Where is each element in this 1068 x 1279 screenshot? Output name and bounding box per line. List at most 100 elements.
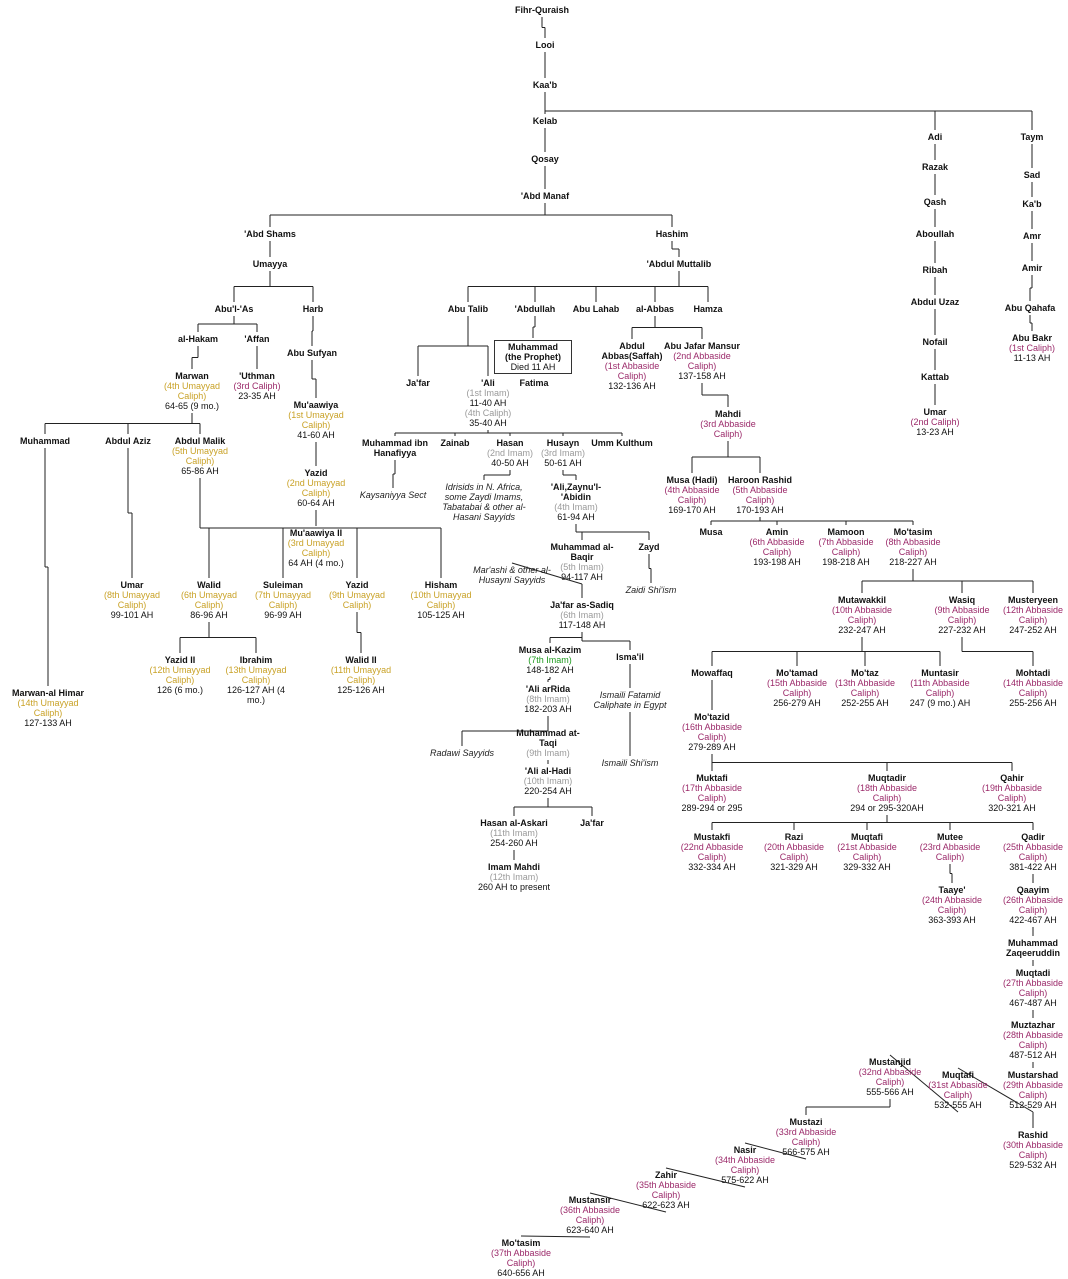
person-node: Musteryeen (12th Abbaside Caliph) 247-252 … xyxy=(994,595,1068,635)
person-node: Looi xyxy=(506,40,584,50)
person-title: (1st Caliph) xyxy=(1008,343,1055,353)
person-name: 'Abd Shams xyxy=(244,229,296,239)
person-node: 'Affan xyxy=(218,334,296,344)
person-node: Ka'b xyxy=(993,199,1068,209)
person-title: (9th Umayyad Caliph) xyxy=(328,590,386,610)
person-name: Muqtadir xyxy=(868,773,906,783)
person-node: Musa al-Kazim (7th Imam) 148-182 AH xyxy=(511,645,589,675)
person-title: (23rd Abbaside Caliph) xyxy=(919,842,981,862)
person-name: Muqtafi xyxy=(942,1070,974,1080)
person-name: Mustakfi xyxy=(693,832,731,842)
person-name: Muqtafi xyxy=(851,832,883,842)
person-name: Mu'aawiya xyxy=(293,400,339,410)
person-title: (24th Abbaside Caliph) xyxy=(921,895,983,915)
person-node: Mustakfi (22nd Abbaside Caliph) 332-334 AH xyxy=(673,832,751,872)
person-name: Mowaffaq xyxy=(691,668,733,678)
person-name: Muhammad ibn Hanafiyya xyxy=(361,438,428,458)
person-node: Zainab xyxy=(416,438,494,448)
person-dates: 363-393 AH xyxy=(928,915,976,925)
person-name: Abdul Malik xyxy=(174,436,226,446)
person-name: Zainab xyxy=(440,438,470,448)
person-name: Qosay xyxy=(531,154,559,164)
person-node: Ismaili Shi'ism xyxy=(580,758,680,768)
person-title: (9th Imam) xyxy=(526,748,570,758)
person-title: (the Prophet) xyxy=(505,352,561,362)
person-node: Mo'tazid (16th Abbaside Caliph) 279-289 AH xyxy=(673,712,751,752)
person-name: Taaye' xyxy=(938,885,966,895)
person-name: Marwan-al Himar xyxy=(11,688,85,698)
person-name: Umayya xyxy=(252,259,288,269)
person-name: Mustarshad xyxy=(1007,1070,1059,1080)
person-dates: 11-13 AH xyxy=(1013,353,1051,363)
person-node: Nofail xyxy=(896,337,974,347)
person-name: Mamoon xyxy=(827,527,865,537)
person-name: Abdul Uzaz xyxy=(910,297,960,307)
person-node: Qadir (25th Abbaside Caliph) 381-422 AH xyxy=(994,832,1068,872)
person-title: (28th Abbaside Caliph) xyxy=(1002,1030,1064,1050)
person-name: Muqtadi xyxy=(1015,968,1051,978)
person-name: Harb xyxy=(302,304,324,314)
person-title: (4th Imam) xyxy=(554,502,598,512)
person-name: Abu Jafar Mansur xyxy=(663,341,741,351)
person-name: Mustazi xyxy=(789,1117,823,1127)
person-node: Mustarshad (29th Abbaside Caliph) 512-529 … xyxy=(994,1070,1068,1110)
person-dates2: 35-40 AH xyxy=(469,418,507,428)
person-name: Hasan al-Askari xyxy=(480,818,548,828)
person-name: Nofail xyxy=(922,337,948,347)
person-dates: 247-252 AH xyxy=(1009,625,1057,635)
person-dates: 220-254 AH xyxy=(524,786,572,796)
person-dates: 555-566 AH xyxy=(866,1087,914,1097)
person-title: (22nd Abbaside Caliph) xyxy=(680,842,744,862)
person-node: Nasir (34th Abbaside Caliph) 575-622 AH xyxy=(706,1145,784,1185)
person-node: Qahir (19th Abbaside Caliph) 320-321 AH xyxy=(973,773,1051,813)
person-title: (8th Abbaside Caliph) xyxy=(885,537,941,557)
person-name: Abu Sufyan xyxy=(286,348,337,358)
person-title: (6th Imam) xyxy=(560,610,604,620)
person-node: Marwan-al Himar (14th Umayyad Caliph) 127-… xyxy=(9,688,87,728)
link xyxy=(520,1235,591,1238)
person-title: (13th Abbaside Caliph) xyxy=(834,678,896,698)
person-title: (2nd Umayyad Caliph) xyxy=(286,478,346,498)
person-title: (13th Umayyad Caliph) xyxy=(225,665,287,685)
person-name: Musa (Hadi) xyxy=(666,475,718,485)
person-dates: 247 (9 mo.) AH xyxy=(909,698,971,708)
person-title: (30th Abbaside Caliph) xyxy=(1002,1140,1064,1160)
person-name: Kattab xyxy=(920,372,949,382)
person-name: Abu'l-'As xyxy=(214,304,254,314)
person-dates: 41-60 AH xyxy=(297,430,335,440)
person-title: (1st Umayyad Caliph) xyxy=(288,410,344,430)
person-name: Nasir xyxy=(733,1145,757,1155)
person-node: Abu Lahab xyxy=(557,304,635,314)
person-node: Radawi Sayyids xyxy=(412,748,512,758)
person-name: Abu Qahafa xyxy=(1004,303,1056,313)
person-title: (14th Umayyad Caliph) xyxy=(17,698,79,718)
person-title: (34th Abbaside Caliph) xyxy=(714,1155,776,1175)
person-title: (1st Abbaside Caliph) xyxy=(604,361,660,381)
person-dates: 137-158 AH xyxy=(678,371,726,381)
link xyxy=(744,1142,807,1160)
person-node: al-Hakam xyxy=(159,334,237,344)
person-dates: 254-260 AH xyxy=(490,838,538,848)
person-name: Ribah xyxy=(922,265,948,275)
person-dates: 127-133 AH xyxy=(24,718,72,728)
person-dates: 94-117 AH xyxy=(561,572,603,582)
person-dates: 126 (6 mo.) xyxy=(156,685,204,695)
person-title: (3rd Umayyad Caliph) xyxy=(287,538,345,558)
person-node: Mu'aawiya II (3rd Umayyad Caliph) 64 AH (4… xyxy=(277,528,355,568)
person-title: (15th Abbaside Caliph) xyxy=(766,678,828,698)
person-title: (11th Abbaside Caliph) xyxy=(910,678,970,698)
person-dates: 575-622 AH xyxy=(721,1175,769,1185)
person-node: Hashim xyxy=(633,229,711,239)
link xyxy=(589,1192,667,1213)
person-node: Muhammad xyxy=(6,436,84,446)
person-dates: 170-193 AH xyxy=(736,505,784,515)
person-node: Taym xyxy=(993,132,1068,142)
person-name: Abdul Aziz xyxy=(105,436,151,446)
person-name: Amr xyxy=(1022,231,1041,241)
person-name: Amin xyxy=(765,527,789,537)
person-dates: 321-329 AH xyxy=(770,862,818,872)
person-node: Abu Talib xyxy=(429,304,507,314)
person-dates: 566-575 AH xyxy=(782,1147,830,1157)
person-title: (8th Imam) xyxy=(526,694,570,704)
